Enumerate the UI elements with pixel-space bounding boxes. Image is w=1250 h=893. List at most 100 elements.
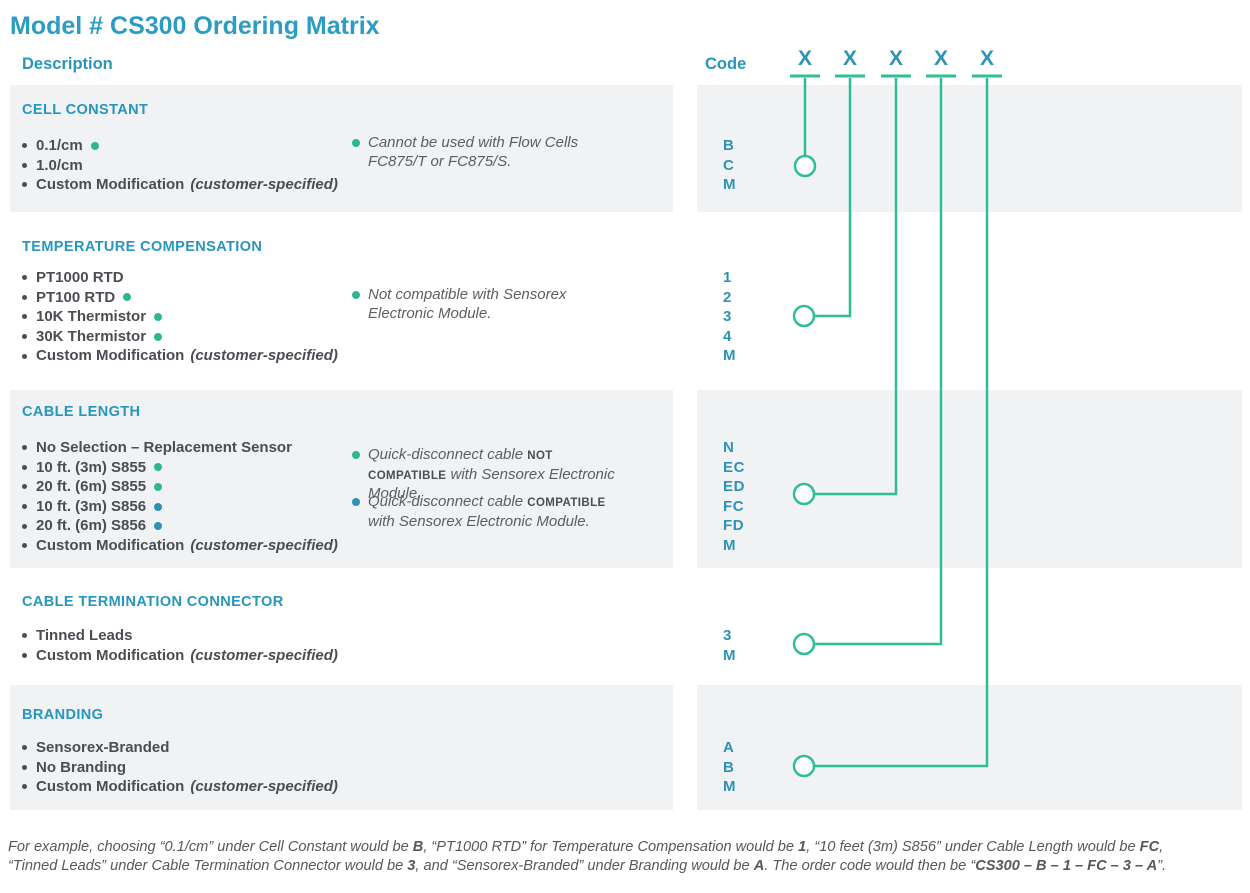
code-list: B C M [723,136,736,195]
bullet-icon [22,764,27,770]
code-value: 3 [723,627,732,644]
option-label: Custom Modification [36,536,185,554]
code-digit-placeholder-1: X [797,47,812,70]
bullet-icon [22,294,27,300]
code-value: B [723,137,735,154]
option-row: Sensorex-Branded [22,738,338,758]
section-title-temperature-compensation: TEMPERATURE COMPENSATION [22,239,263,255]
option-suffix: (customer-specified) [190,646,338,664]
code-value: M [723,176,737,194]
bullet-icon [22,334,27,340]
code-list: 3 M [723,626,736,665]
section-title-cell-constant: CELL CONSTANT [22,102,149,118]
code-value: ED [723,478,746,496]
compatibility-note: Quick-disconnect cable COMPATIBLE with S… [352,493,628,531]
code-value: M [723,347,737,365]
code-value: M [723,778,737,796]
compat-dot-blue-icon [352,498,360,506]
footer-example-text: For example, choosing “0.1/cm” under Cel… [8,838,1250,875]
compat-dot-green-icon [352,139,360,147]
option-suffix: (customer-specified) [190,347,338,365]
option-label: No Selection – Replacement Sensor [36,439,292,456]
option-row: 10K Thermistor [22,307,338,327]
code-value: M [723,536,737,554]
option-list: PT1000 RTD PT100 RTD 10K Thermistor 30K … [22,268,338,366]
compat-dot-green-icon [154,482,163,491]
section-bg-right [697,390,1242,568]
bullet-icon [22,484,27,490]
code-value: FC [723,497,745,515]
option-label: Custom Modification [36,347,185,365]
option-row: No Selection – Replacement Sensor [22,438,338,458]
compat-dot-blue-icon [154,522,163,531]
option-label: Custom Modification [36,778,185,796]
compat-dot-green-icon [90,141,99,150]
option-list: Tinned Leads Custom Modification (custome… [22,626,338,665]
bullet-icon [22,784,27,790]
code-value: 1 [723,269,732,286]
bullet-icon [22,353,27,359]
note-text: Cannot be used with Flow Cells FC875/T o… [368,134,579,170]
bullet-icon [22,543,27,549]
option-row: Custom Modification (customer-specified) [22,346,338,366]
option-row: 20 ft. (6m) S856 [22,516,338,536]
option-label: 10 ft. (3m) S855 [36,458,147,476]
bullet-icon [22,314,27,320]
code-list: N EC ED FC FD M [723,438,745,556]
bullet-icon [22,162,27,168]
compat-dot-green-icon [154,463,163,472]
option-label: 0.1/cm [36,137,83,154]
option-list: Sensorex-Branded No Branding Custom Modi… [22,738,338,797]
compat-dot-green-icon [154,312,163,321]
option-list: No Selection – Replacement Sensor 10 ft.… [22,438,338,556]
option-label: PT1000 RTD [36,269,124,286]
option-row: 10 ft. (3m) S855 [22,458,338,478]
option-row: 10 ft. (3m) S856 [22,497,338,517]
code-value: A [723,739,735,756]
bullet-icon [22,745,27,751]
option-label: Custom Modification [36,176,185,194]
option-row: Tinned Leads [22,626,338,646]
code-value: FD [723,517,745,535]
code-value: 3 [723,308,732,326]
option-row: 1.0/cm [22,156,338,176]
section-title-cable-termination-connector: CABLE TERMINATION CONNECTOR [22,594,284,610]
option-suffix: (customer-specified) [190,176,338,194]
code-value: 4 [723,327,732,345]
option-list: 0.1/cm 1.0/cm Custom Modification (custom… [22,136,338,195]
option-label: 20 ft. (6m) S856 [36,517,147,535]
section-bg-right [697,85,1242,212]
code-digit-placeholder-3: X [888,47,903,70]
option-label: No Branding [36,758,126,776]
compatibility-note: Not compatible with Sensorex Electronic … [352,286,567,323]
section-bg-left [10,390,673,568]
footer-line-1: For example, choosing “0.1/cm” under Cel… [8,839,1164,855]
option-label: 10K Thermistor [36,308,147,326]
option-suffix: (customer-specified) [190,536,338,554]
compatibility-note: Quick-disconnect cable NOT COMPATIBLE wi… [352,446,628,504]
section-bg-right [697,685,1242,810]
compat-dot-blue-icon [154,502,163,511]
code-list: 1 2 3 4 M [723,268,736,366]
bullet-icon [22,504,27,510]
code-list: A B M [723,738,736,797]
bullet-icon [22,445,27,451]
option-row: Custom Modification (customer-specified) [22,536,338,556]
option-label: Tinned Leads [36,627,133,644]
code-value: 2 [723,288,732,306]
option-label: 1.0/cm [36,156,83,174]
code-column-header: Code [705,55,747,73]
option-row: 30K Thermistor [22,327,338,347]
compat-dot-green-icon [352,451,360,459]
option-suffix: (customer-specified) [190,778,338,796]
option-label: 20 ft. (6m) S855 [36,478,147,496]
bullet-icon [22,633,27,639]
bullet-icon [22,523,27,529]
footer-line-2: “Tinned Leads” under Cable Termination C… [8,857,1167,874]
code-value: EC [723,458,746,476]
code-digit-placeholder-5: X [979,47,994,70]
option-row: PT1000 RTD [22,268,338,288]
bullet-icon [22,143,27,149]
option-row: 0.1/cm [22,136,338,156]
compat-dot-green-icon [123,293,132,302]
